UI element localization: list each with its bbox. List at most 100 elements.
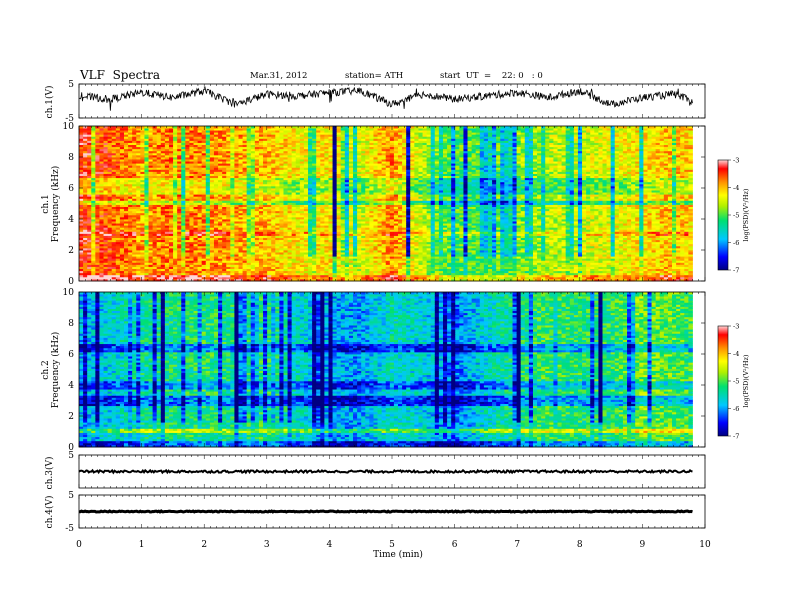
spectrogram-cell xyxy=(193,227,199,230)
spectrogram-cell xyxy=(209,190,215,193)
spectrogram-cell xyxy=(189,208,194,212)
spectrogram-cell xyxy=(234,188,239,191)
spectrogram-cell xyxy=(238,152,243,156)
spectrogram-cell xyxy=(173,235,178,238)
spectrogram-cell xyxy=(218,142,223,145)
spectrogram-cell xyxy=(103,175,109,179)
spectrogram-cell xyxy=(250,194,256,197)
spectrogram-cell xyxy=(238,258,243,261)
spectrogram-cell xyxy=(218,204,223,207)
spectrogram-cell xyxy=(168,247,174,251)
spectrogram-cell xyxy=(123,256,129,259)
spectrogram-cell xyxy=(128,221,133,224)
spectrogram-cell xyxy=(140,243,145,247)
spectrogram-cell xyxy=(218,252,223,255)
spectrogram-cell xyxy=(140,188,145,191)
spectrogram-cell xyxy=(242,163,248,166)
spectrogram-cell xyxy=(83,185,88,189)
spectrogram-cell xyxy=(218,175,223,179)
spectrogram-cell xyxy=(168,266,174,269)
spectrogram-cell xyxy=(136,200,141,203)
spectrogram-cell xyxy=(160,204,166,207)
spectrogram-cell xyxy=(230,204,235,207)
spectrogram-cell xyxy=(156,165,162,168)
spectrogram-cell xyxy=(242,194,248,197)
spectrogram-cell xyxy=(213,150,219,154)
spectrogram-cell xyxy=(201,175,207,179)
spectrogram-cell xyxy=(173,148,178,152)
spectrogram-cell xyxy=(95,159,100,162)
spectrogram-cell xyxy=(213,266,219,269)
spectrogram-cell xyxy=(107,216,113,220)
spectrogram-cell xyxy=(242,148,248,152)
spectrogram-cell xyxy=(242,198,248,201)
spectrogram-cell xyxy=(177,161,182,164)
spectrogram-cell xyxy=(218,210,223,214)
spectrogram-cell xyxy=(230,126,235,129)
spectrogram-cell xyxy=(230,169,235,172)
spectrogram-cell xyxy=(197,200,203,203)
spectrogram-cell xyxy=(213,194,219,197)
spectrogram-cell xyxy=(115,278,121,282)
spectrogram-cell xyxy=(181,256,186,259)
spectrogram-cell xyxy=(128,148,133,152)
spectrogram-cell xyxy=(226,173,231,176)
spectrogram-cell xyxy=(193,229,199,232)
spectrogram-cell xyxy=(132,219,137,222)
spectrogram-cell xyxy=(201,278,207,282)
spectrogram-cell xyxy=(181,152,186,156)
spectrogram-cell xyxy=(99,179,104,183)
spectrogram-cell xyxy=(140,192,145,195)
spectrogram-cell xyxy=(132,167,137,170)
spectrogram-cell xyxy=(111,206,117,210)
spectrogram-cell xyxy=(91,194,96,197)
spectrogram-cell xyxy=(91,188,96,191)
spectrogram-cell xyxy=(222,138,227,141)
spectrogram-cell xyxy=(218,221,223,224)
spectrogram-cell xyxy=(140,229,145,232)
spectrogram-cell xyxy=(209,274,215,278)
spectrogram-cell xyxy=(181,126,186,129)
spectrogram-cell xyxy=(189,185,194,189)
spectrogram-cell xyxy=(213,148,219,152)
spectrogram-cell xyxy=(230,250,235,253)
spectrogram-cell xyxy=(201,165,207,168)
spectrogram-cell xyxy=(83,130,88,133)
spectrogram-cell xyxy=(140,177,145,181)
spectrogram-cell xyxy=(246,206,252,210)
spectrogram-cell xyxy=(152,126,158,129)
spectrogram-cell xyxy=(250,142,256,145)
spectrogram-cell xyxy=(168,146,174,150)
spectrogram-cell xyxy=(83,173,88,176)
spectrogram-cell xyxy=(218,223,223,226)
spectrogram-cell xyxy=(132,169,137,172)
spectrogram-cell xyxy=(119,165,125,168)
spectrogram-cell xyxy=(152,179,158,183)
spectrogram-cell xyxy=(119,185,125,189)
spectrogram-cell xyxy=(156,223,162,226)
spectrogram-cell xyxy=(107,130,113,133)
spectrogram-cell xyxy=(242,204,248,207)
spectrogram-cell xyxy=(115,233,121,236)
spectrogram-cell xyxy=(189,270,194,274)
spectrogram-cell xyxy=(173,206,178,210)
spectrogram-cell xyxy=(201,171,207,174)
spectrogram-cell xyxy=(160,144,166,148)
spectrogram-cell xyxy=(230,202,235,205)
spectrogram-cell xyxy=(197,254,203,257)
spectrogram-cell xyxy=(83,154,88,158)
spectrogram-cell xyxy=(156,250,162,253)
spectrogram-cell xyxy=(115,208,121,212)
spectrogram-cell xyxy=(234,165,239,168)
spectrogram-cell xyxy=(95,243,100,247)
spectrogram-cell xyxy=(119,272,125,276)
spectrogram-cell xyxy=(91,198,96,201)
spectrogram-cell xyxy=(177,165,182,168)
spectrogram-cell xyxy=(132,185,137,189)
spectrogram-cell xyxy=(111,192,117,195)
spectrogram-cell xyxy=(99,270,104,274)
spectrogram-cell xyxy=(205,243,211,247)
spectrogram-cell xyxy=(115,159,121,162)
spectrogram-cell xyxy=(197,126,203,129)
spectrogram-cell xyxy=(132,190,137,193)
